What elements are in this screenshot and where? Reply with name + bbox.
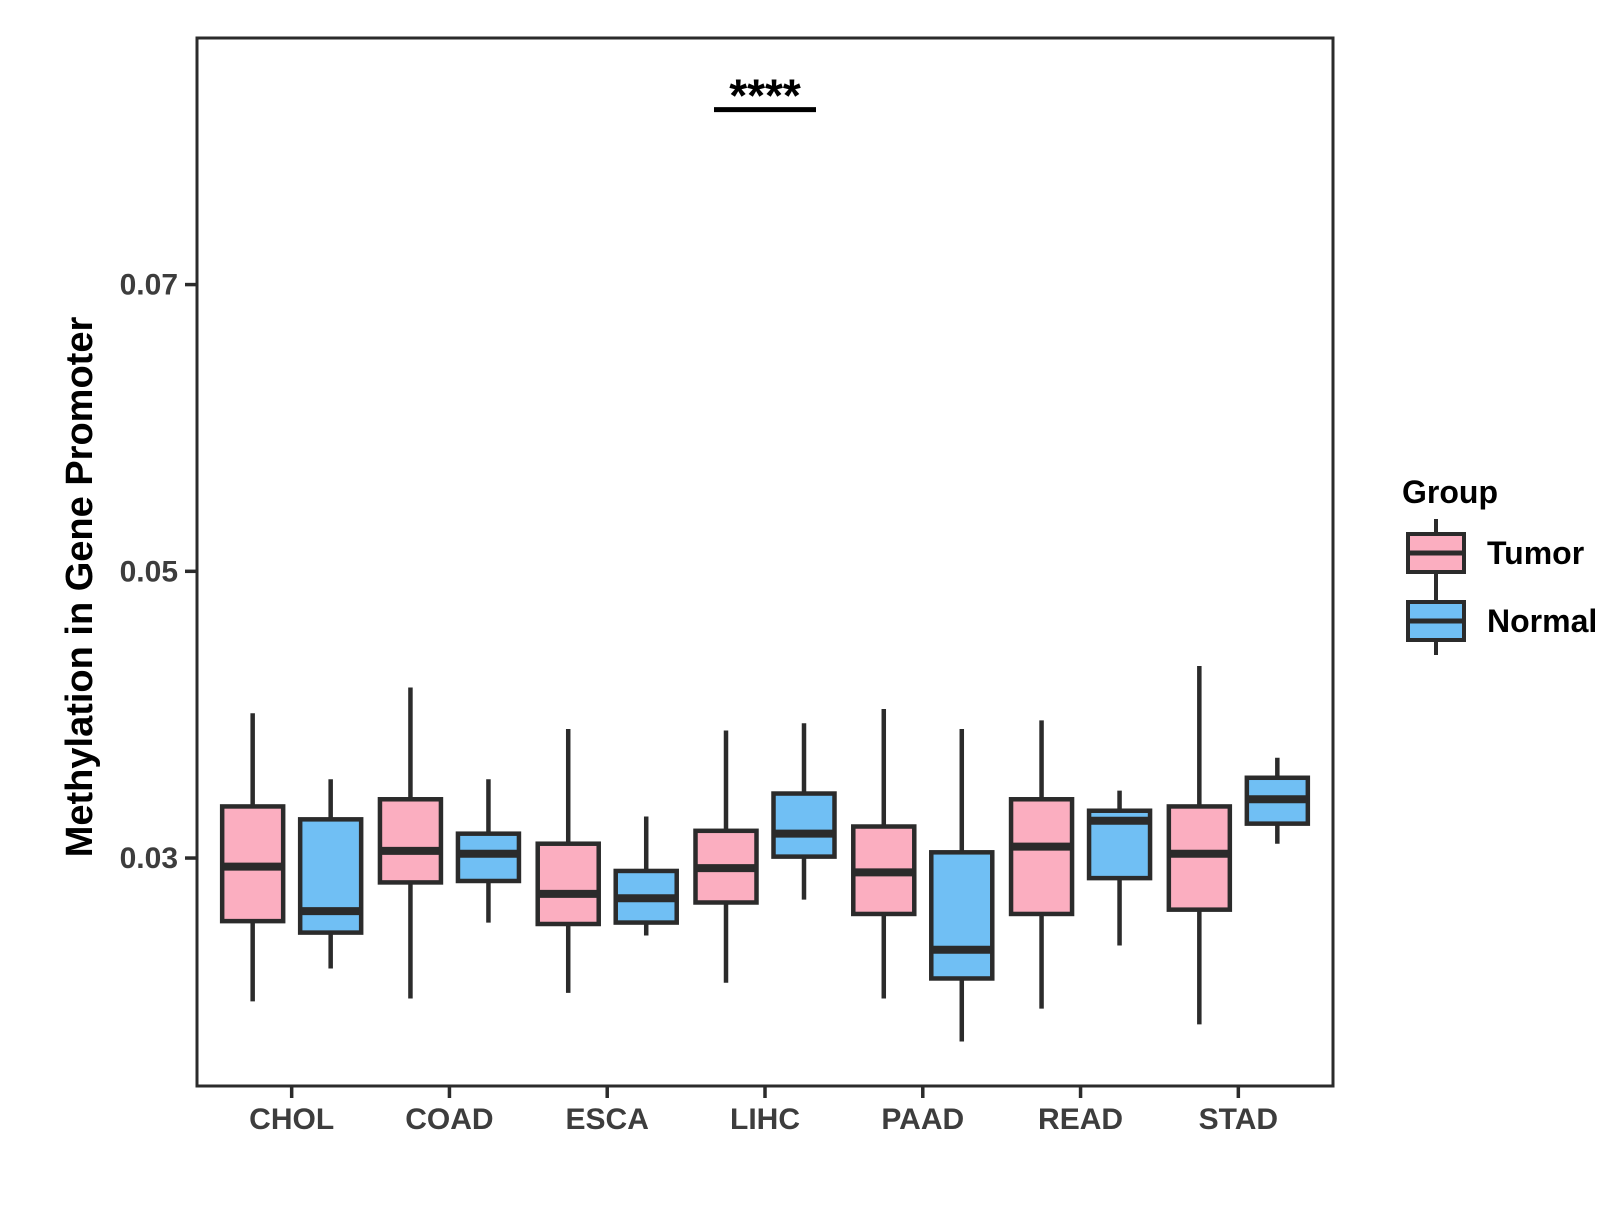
box-PAAD-Normal xyxy=(929,850,995,981)
y-tick-label-0.05: 0.05 xyxy=(120,555,178,588)
x-tick-label-ESCA: ESCA xyxy=(566,1103,649,1136)
significance-stars: **** xyxy=(729,70,801,122)
legend-label-normal: Normal xyxy=(1487,603,1597,639)
box-STAD-Tumor xyxy=(1166,804,1233,912)
box-READ-Tumor xyxy=(1008,797,1075,917)
x-tick-label-LIHC: LIHC xyxy=(730,1103,800,1136)
legend-title: Group xyxy=(1402,474,1498,510)
box-LIHC-Normal xyxy=(771,791,837,859)
box-ESCA-Tumor xyxy=(535,841,601,927)
y-axis-title: Methylation in Gene Promoter xyxy=(59,317,101,858)
x-tick-label-PAAD: PAAD xyxy=(881,1103,964,1136)
legend-label-tumor: Tumor xyxy=(1487,535,1584,571)
y-tick-label-0.03: 0.03 xyxy=(120,842,178,875)
plot-panel xyxy=(195,36,1335,1088)
x-tick-label-CHOL: CHOL xyxy=(249,1103,334,1136)
y-tick-label-0.07: 0.07 xyxy=(120,269,178,302)
box-COAD-Tumor xyxy=(377,797,444,885)
box-CHOL-Normal xyxy=(297,817,364,935)
methylation-boxplot-chart: 0.03 0.05 0.07 CHOL COAD ESCA LIHC PAAD READ STAD… xyxy=(40,16,1600,1216)
x-tick-label-COAD: COAD xyxy=(405,1103,493,1136)
methylation-boxplot-figure: 0.03 0.05 0.07 CHOL COAD ESCA LIHC PAAD READ STAD… xyxy=(40,16,1600,1216)
x-tick-label-STAD: STAD xyxy=(1199,1103,1278,1136)
x-tick-label-READ: READ xyxy=(1038,1103,1123,1136)
